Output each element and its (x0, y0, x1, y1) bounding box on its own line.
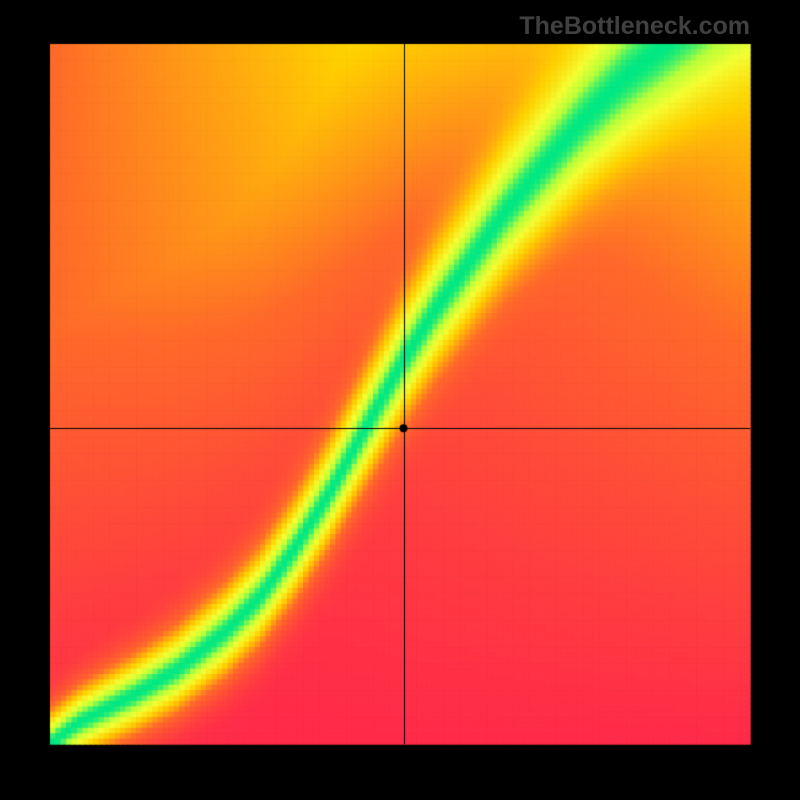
watermark-text: TheBottleneck.com (519, 12, 750, 41)
chart-container: TheBottleneck.com (0, 0, 800, 800)
bottleneck-heatmap (0, 0, 800, 800)
